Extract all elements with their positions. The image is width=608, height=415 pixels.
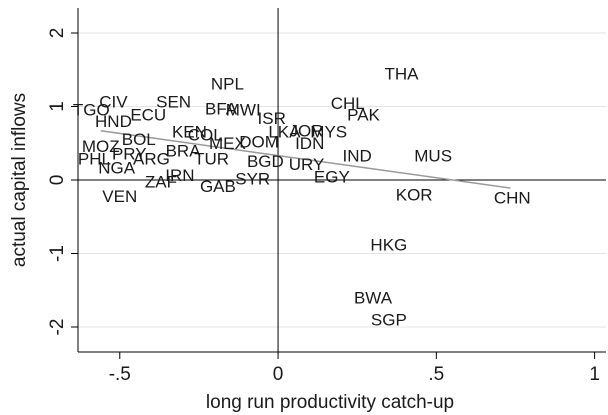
point-label: CHL bbox=[331, 94, 365, 113]
y-tick-label: 1 bbox=[47, 101, 68, 112]
point-label: ISR bbox=[258, 109, 286, 128]
point-label: MWI bbox=[226, 100, 261, 119]
x-axis-title: long run productivity catch-up bbox=[206, 392, 454, 413]
point-label: IND bbox=[343, 147, 372, 166]
point-label: BRA bbox=[166, 142, 202, 161]
point-label: SGP bbox=[371, 311, 407, 330]
point-label: COL bbox=[188, 125, 223, 144]
point-label: IDN bbox=[295, 134, 324, 153]
point-label: BOL bbox=[122, 130, 156, 149]
point-label: EGY bbox=[314, 167, 350, 186]
point-label: DOM bbox=[239, 133, 279, 152]
point-label: ECU bbox=[130, 106, 166, 125]
point-label: MUS bbox=[414, 147, 452, 166]
point-label: TUR bbox=[194, 150, 229, 169]
point-label: MYS bbox=[310, 122, 347, 141]
point-label: BGD bbox=[247, 152, 284, 171]
x-tick-label: .5 bbox=[428, 364, 444, 385]
point-label: BFA bbox=[205, 100, 238, 119]
point-label: CHN bbox=[494, 189, 531, 208]
fit-line bbox=[100, 130, 511, 189]
point-label: LKA bbox=[268, 122, 301, 141]
point-label: NGA bbox=[98, 158, 136, 177]
x-tick-label: 0 bbox=[273, 364, 284, 385]
point-label: BWA bbox=[354, 289, 393, 308]
point-label: PAK bbox=[347, 106, 380, 125]
point-label: ARG bbox=[133, 150, 170, 169]
point-label: TGO bbox=[73, 100, 110, 119]
point-label: MEX bbox=[209, 134, 246, 153]
point-label: THA bbox=[385, 64, 420, 83]
y-tick-label: -1 bbox=[47, 245, 68, 262]
y-tick-label: 0 bbox=[47, 175, 68, 186]
point-label: URY bbox=[289, 155, 325, 174]
point-label: HKG bbox=[370, 236, 407, 255]
y-axis-title: actual capital inflows bbox=[9, 93, 30, 267]
point-label: GAB bbox=[200, 177, 236, 196]
point-label: ZAF bbox=[145, 172, 177, 191]
point-label: NPL bbox=[211, 75, 244, 94]
x-tick-label: 1 bbox=[589, 364, 600, 385]
point-label: KOR bbox=[396, 186, 433, 205]
point-label: IRN bbox=[165, 166, 194, 185]
point-label: MOZ bbox=[82, 137, 120, 156]
point-label: PHL bbox=[78, 150, 111, 169]
y-tick-label: -2 bbox=[47, 319, 68, 336]
point-label: VEN bbox=[102, 187, 137, 206]
point-label: PRY bbox=[112, 144, 147, 163]
point-label: HND bbox=[95, 112, 132, 131]
point-label: CIV bbox=[99, 92, 128, 111]
y-tick-label: 2 bbox=[47, 28, 68, 39]
x-tick-label: -.5 bbox=[109, 364, 131, 385]
point-label: SYR bbox=[235, 169, 270, 188]
point-label: KEN bbox=[172, 122, 207, 141]
point-label: JOR bbox=[290, 122, 324, 141]
point-label: SEN bbox=[156, 92, 191, 111]
